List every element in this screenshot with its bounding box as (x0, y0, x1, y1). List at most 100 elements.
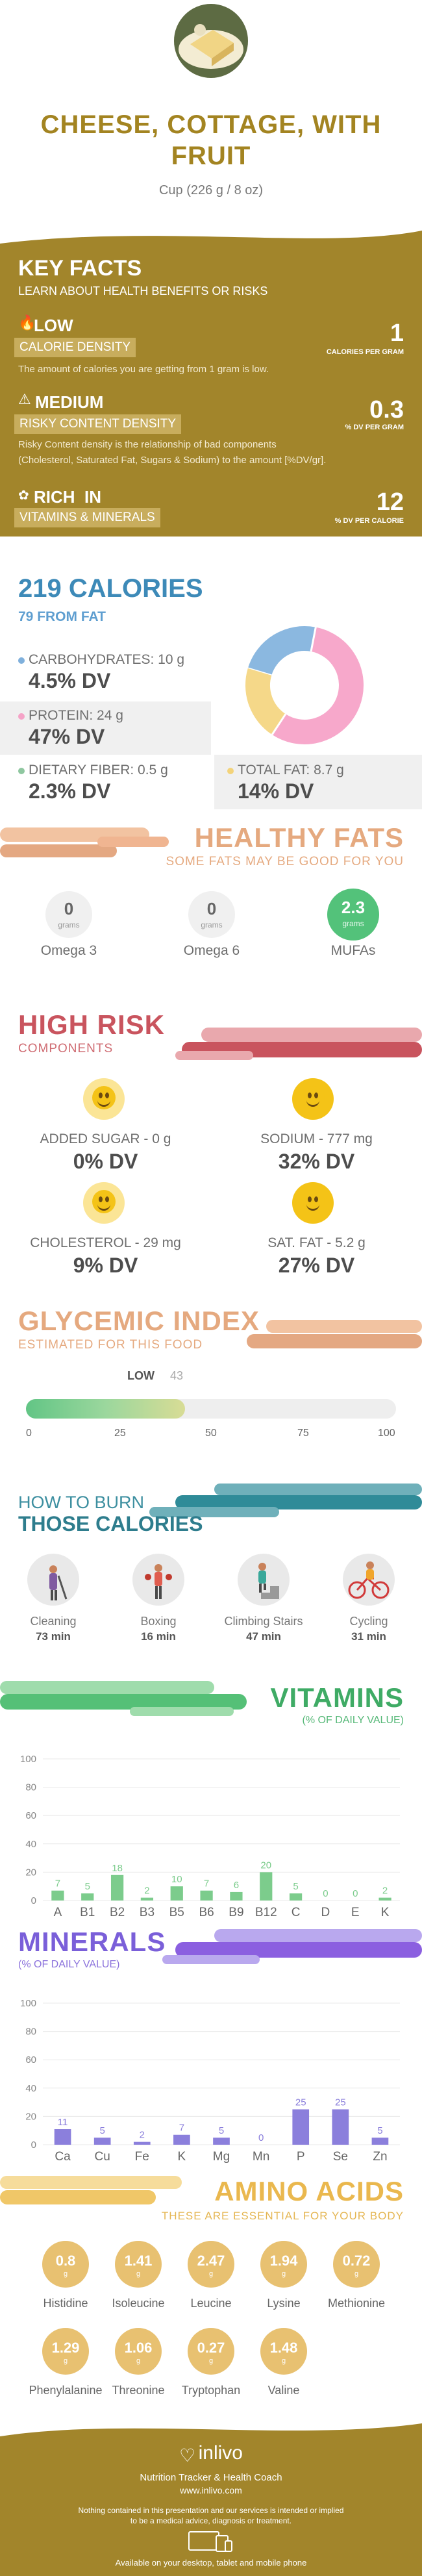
amino-badge-threonine: 1.06 g (115, 2328, 162, 2375)
from-fat: 79 FROM FAT (18, 609, 106, 624)
high-risk-title: HIGH RISK (18, 1009, 166, 1040)
cleaning-time: 73 min (36, 1630, 71, 1643)
vitamins-value-label: 0 (323, 1888, 328, 1899)
vitamins-bar-b3 (140, 1897, 154, 1900)
vitamins-title: VITAMINS (270, 1682, 404, 1713)
carbs-stat: CARBOHYDRATES: 10 g 4.5% DV (0, 648, 211, 699)
fiber-dv: 2.3% DV (29, 779, 111, 803)
disclaimer-2: to be a medical advice, diagnosis or tre… (130, 2516, 292, 2525)
disclaimer-1: Nothing contained in this presentation a… (78, 2506, 344, 2515)
footer: ♡ inlivo Nutrition Tracker & Health Coac… (0, 2419, 422, 2576)
fat-stat: TOTAL FAT: 8.7 g 14% DV (214, 755, 422, 809)
amino-name-threonine: Threonine (112, 2384, 165, 2397)
vitamins-category-b2: B2 (110, 1906, 125, 1919)
minerals-category-fe: Fe (135, 2150, 149, 2164)
amino-value: 0.72 (342, 2253, 371, 2269)
calorie-density-level: LOW (34, 316, 73, 335)
amino-value: 1.06 (124, 2340, 153, 2356)
heart-icon: ♡ (179, 2445, 196, 2466)
gi-tick-50: 50 (205, 1428, 217, 1439)
minerals-value-label: 0 (258, 2132, 264, 2143)
glycemic-track (26, 1399, 396, 1419)
glycemic-subtitle: ESTIMATED FOR THIS FOOD (18, 1338, 203, 1352)
added-sugar-smile-icon (83, 1078, 125, 1120)
climbing-stairs-time: 47 min (246, 1630, 281, 1643)
burn-title-1: HOW TO BURN (18, 1493, 145, 1512)
vitamins-bar-c (289, 1893, 303, 1900)
vitamins-value-label: 0 (353, 1888, 358, 1899)
amino-subtitle: THESE ARE ESSENTIAL FOR YOUR BODY (161, 2210, 404, 2222)
omega3-badge: 0 grams (45, 891, 92, 938)
leaf-icon: ✿ (18, 488, 29, 503)
calorie-density-unit: CALORIES PER GRAM (326, 348, 404, 356)
protein-dot (18, 713, 25, 720)
risky-label: RISKY CONTENT DENSITY (14, 414, 182, 434)
amino-name-phenylalanine: Phenylalanine (29, 2384, 103, 2397)
glycemic-fill (26, 1399, 186, 1419)
vitamins-category-a: A (54, 1906, 62, 1919)
vitamins-value-label: 5 (85, 1881, 90, 1892)
amino-name-histidine: Histidine (43, 2297, 88, 2310)
vitamins-bar-b6 (200, 1890, 213, 1900)
climbing-stairs-icon (238, 1554, 290, 1606)
vitamins-bar-k (379, 1897, 391, 1900)
amino-ribbon (0, 2176, 182, 2204)
amino-value: 2.47 (197, 2253, 225, 2269)
amino-badge-phenylalanine: 1.29 g (42, 2328, 89, 2375)
carbs-dot (18, 657, 25, 664)
minerals-value-label: 5 (219, 2125, 224, 2136)
boxing-icon (132, 1554, 184, 1606)
sodium-smile-icon (292, 1078, 334, 1120)
glycemic-title: GLYCEMIC INDEX (18, 1306, 260, 1336)
risky-unit: % DV PER GRAM (345, 423, 404, 431)
inlivo-logo: ♡ inlivo (0, 2442, 422, 2466)
amino-unit: g (63, 2270, 68, 2278)
website-link[interactable]: www.inlivo.com (180, 2485, 242, 2495)
warning-icon: ⚠ (18, 391, 31, 407)
vitamins-value-label: 6 (234, 1880, 239, 1891)
added-sugar-dv: 0% DV (73, 1150, 138, 1173)
amino-value: 1.41 (124, 2253, 153, 2269)
amino-badge-lysine: 1.94 g (260, 2241, 307, 2288)
amino-unit: g (63, 2357, 68, 2365)
omega6-name: Omega 6 (183, 943, 240, 958)
key-facts-wave (0, 224, 422, 244)
amino-value: 1.94 (269, 2253, 298, 2269)
amino-name-lysine: Lysine (267, 2297, 301, 2310)
minerals-bar-p (292, 2109, 310, 2145)
minerals-ytick: 100 (20, 1998, 36, 2009)
vitamins-ytick: 80 (25, 1782, 36, 1793)
rich-value: 12 (376, 488, 404, 516)
omega6-badge: 0 grams (188, 891, 235, 938)
vitamins-category-b5: B5 (169, 1906, 184, 1919)
cholesterol-dv: 9% DV (73, 1254, 138, 1277)
minerals-value-label: 25 (295, 2097, 306, 2108)
omega3-name: Omega 3 (40, 943, 97, 958)
climbing-stairs-name: Climbing Stairs (224, 1615, 303, 1628)
vitamins-value-label: 10 (171, 1874, 182, 1885)
amino-unit: g (281, 2357, 286, 2365)
minerals-category-cu: Cu (95, 2150, 110, 2164)
footer-wave (0, 2419, 422, 2436)
vitamins-value-label: 7 (204, 1878, 209, 1889)
cholesterol-label: CHOLESTEROL - 29 mg (30, 1235, 181, 1250)
cycling-name: Cycling (349, 1615, 388, 1628)
amino-badge-valine: 1.48 g (260, 2328, 307, 2375)
minerals-ytick: 60 (25, 2054, 36, 2065)
minerals-bar-fe (133, 2141, 151, 2145)
key-facts-subtitle: LEARN ABOUT HEALTH BENEFITS OR RISKS (18, 284, 268, 297)
rich-level: RICH IN (34, 487, 101, 507)
vitamins-bar-b5 (170, 1886, 183, 1900)
minerals-bar-cu (93, 2138, 111, 2145)
donut-slice-protein (272, 627, 364, 744)
vitamins-subtitle: (% OF DAILY VALUE) (302, 1715, 404, 1726)
vitamins-ytick: 100 (20, 1754, 36, 1765)
vitamins-bar-chart: 0204060801007A5B118B22B310B57B66B920B125… (20, 1754, 400, 1919)
amino-unit: g (136, 2357, 141, 2365)
cleaning-name: Cleaning (30, 1615, 77, 1628)
minerals-value-label: 7 (179, 2123, 184, 2134)
calories-title: 219 CALORIES (18, 574, 203, 603)
devices-icon (188, 2531, 232, 2552)
vitamins-value-label: 5 (293, 1881, 298, 1892)
calorie-density-label: CALORIE DENSITY (14, 338, 136, 357)
